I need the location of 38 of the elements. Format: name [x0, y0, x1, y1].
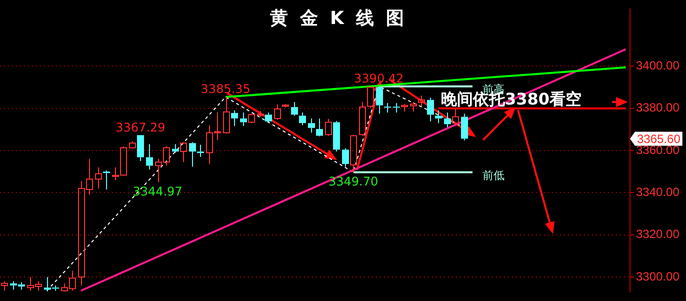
candlestick	[137, 135, 144, 162]
candlestick	[316, 118, 323, 136]
candlestick	[240, 112, 247, 127]
candlestick	[95, 166, 102, 189]
candlestick	[308, 118, 315, 134]
candlestick	[197, 144, 204, 158]
candlestick	[172, 144, 179, 154]
candlestick	[189, 142, 196, 168]
annotation: 3367.29	[116, 120, 166, 134]
y-tick-label: 3300.00	[636, 269, 680, 284]
candlestick	[146, 144, 153, 170]
candlestick	[265, 112, 272, 122]
chart-title: 黄金K线图	[269, 7, 417, 30]
candlestick	[452, 108, 459, 127]
annotation: 3390.42	[354, 71, 404, 86]
candlestick	[291, 101, 298, 116]
y-tick-label: 3400.00	[636, 58, 680, 72]
candlestick	[333, 120, 340, 152]
annotation: 3344.97	[132, 184, 182, 198]
candlestick	[401, 104, 408, 112]
series-label: 前低	[482, 169, 504, 182]
candlestick	[103, 170, 110, 190]
annotation: 3385.35	[200, 82, 250, 96]
candlestick	[393, 102, 400, 114]
y-tick-label: 3380.00	[636, 100, 680, 115]
annotation: 3349.70	[328, 174, 378, 188]
candlestick	[427, 97, 434, 122]
candlestick	[444, 112, 451, 128]
candlestick	[180, 142, 187, 163]
y-tick-label: 3340.00	[636, 184, 680, 199]
y-tick-label: 3320.00	[636, 227, 680, 242]
candlestick	[461, 113, 468, 141]
candlestick	[435, 110, 442, 124]
candlestick	[376, 86, 383, 114]
candlestick	[384, 102, 391, 114]
candlestick	[231, 110, 238, 127]
candlestick	[299, 112, 306, 126]
candlestick	[223, 96, 230, 134]
